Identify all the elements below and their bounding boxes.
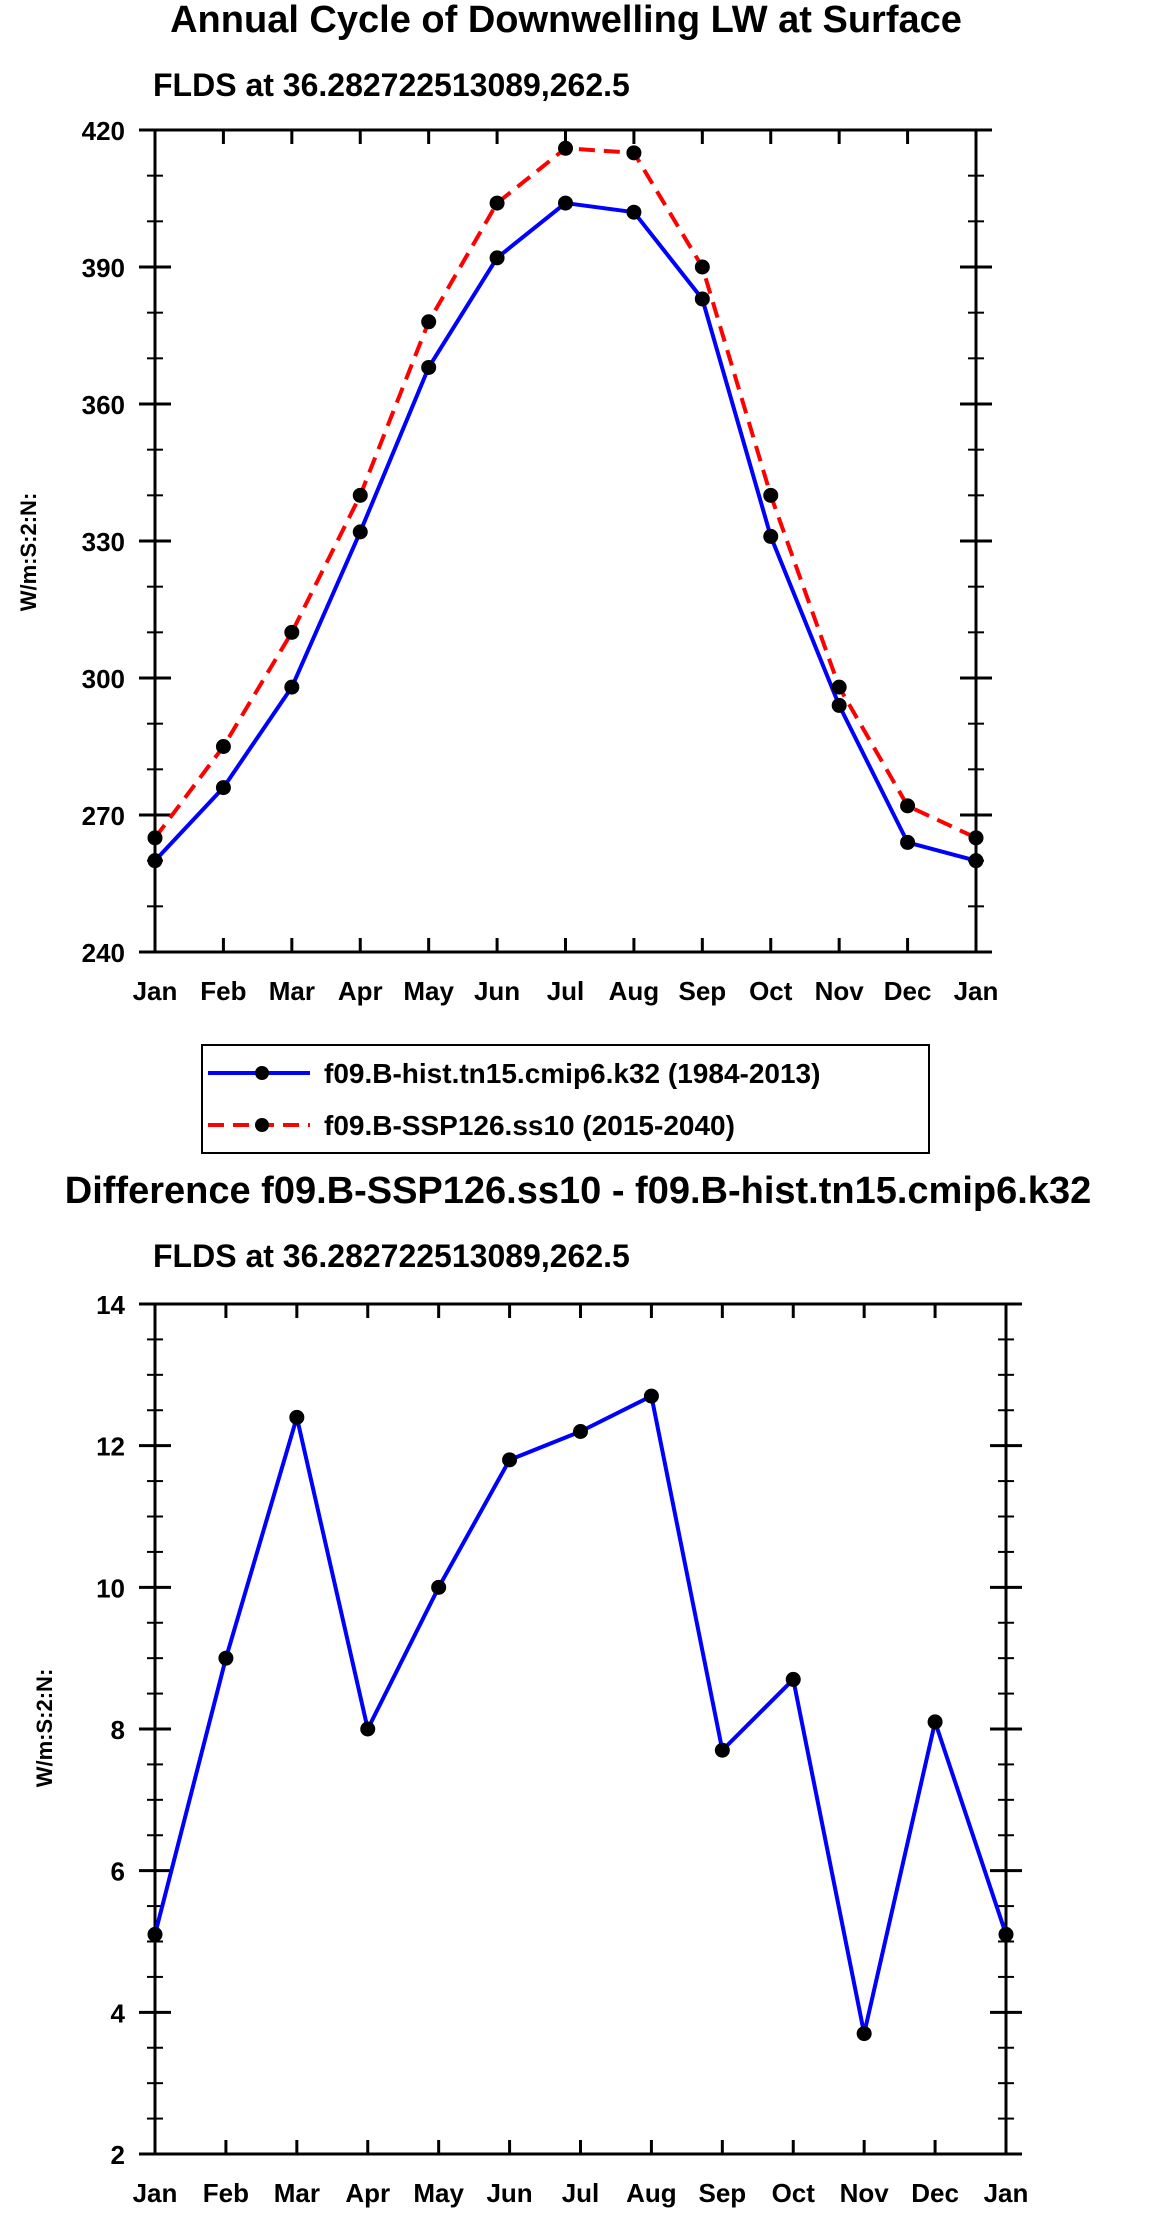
y-tick-label: 12 <box>96 1432 125 1462</box>
x-tick-label: Jan <box>133 976 178 1006</box>
series-line-0 <box>153 1394 1008 2036</box>
data-point <box>968 853 984 869</box>
data-point <box>763 487 779 503</box>
chart-subtitle: FLDS at 36.282722513089,262.5 <box>153 1238 630 1274</box>
x-tick-label: Dec <box>884 976 932 1006</box>
annual-cycle-panel: Annual Cycle of Downwelling LW at Surfac… <box>16 0 999 1154</box>
x-tick-label: Sep <box>698 2178 746 2208</box>
chart-title: Annual Cycle of Downwelling LW at Surfac… <box>170 0 962 41</box>
x-tick-label: Jul <box>562 2178 600 2208</box>
series-line-0 <box>153 201 977 863</box>
y-tick-label: 240 <box>82 938 125 968</box>
x-tick-label: Jul <box>547 976 585 1006</box>
data-point <box>900 834 916 850</box>
data-point <box>558 195 573 211</box>
y-tick-label: 2 <box>111 2140 125 2170</box>
y-tick-label: 6 <box>111 1857 125 1887</box>
x-tick-label: Dec <box>911 2178 959 2208</box>
data-point <box>558 140 573 156</box>
plot-frame <box>153 128 978 954</box>
legend-box <box>201 1044 930 1154</box>
data-point <box>352 487 368 503</box>
x-tick-label: Jun <box>486 2178 532 2208</box>
y-tick-label: 4 <box>111 1998 126 2028</box>
x-tick-label: Feb <box>203 2178 249 2208</box>
data-point <box>763 528 779 544</box>
x-tick-label: Oct <box>772 2178 816 2208</box>
data-point <box>215 780 231 796</box>
x-tick-label: Aug <box>609 976 660 1006</box>
data-point <box>360 1721 376 1737</box>
data-point <box>831 697 847 713</box>
data-point <box>694 259 710 275</box>
data-point <box>215 739 231 754</box>
chart-title: Difference f09.B-SSP126.ss10 - f09.B-his… <box>65 1170 1091 1212</box>
data-point <box>694 291 710 307</box>
data-point <box>998 1926 1014 1942</box>
x-tick-label: Jan <box>984 2178 1029 2208</box>
data-point <box>626 204 642 220</box>
data-point <box>573 1424 588 1439</box>
data-point <box>421 314 437 330</box>
y-tick-label: 300 <box>82 664 125 694</box>
chart-subtitle: FLDS at 36.282722513089,262.5 <box>153 67 630 103</box>
data-point <box>147 853 163 869</box>
legend-entry-hist: f09.B-hist.tn15.cmip6.k32 (1984-2013) <box>324 1058 820 1089</box>
data-point <box>431 1579 447 1595</box>
x-tick-label: Jan <box>133 2178 178 2208</box>
data-point <box>643 1388 659 1404</box>
legend-marker-ssp <box>255 1118 269 1132</box>
data-point <box>147 830 163 846</box>
data-point <box>968 830 984 846</box>
y-tick-label: 420 <box>82 116 125 146</box>
legend: f09.B-hist.tn15.cmip6.k32 (1984-2013) f0… <box>201 1044 930 1154</box>
x-tick-label: Nov <box>815 976 865 1006</box>
x-tick-label: Nov <box>840 2178 890 2208</box>
legend-entry-ssp: f09.B-SSP126.ss10 (2015-2040) <box>324 1110 735 1141</box>
x-tick-label: Mar <box>274 2178 320 2208</box>
data-point <box>831 679 847 695</box>
x-tick-label: Aug <box>626 2178 677 2208</box>
x-tick-label: Oct <box>749 976 793 1006</box>
x-tick-label: Apr <box>338 976 383 1006</box>
data-point <box>900 798 916 814</box>
data-point <box>856 2026 872 2042</box>
x-tick-label: Feb <box>200 976 246 1006</box>
x-tick-label: Sep <box>678 976 726 1006</box>
data-point <box>489 195 505 211</box>
data-point <box>421 359 437 375</box>
x-tick-label: May <box>403 976 454 1006</box>
legend-marker-hist <box>255 1066 269 1080</box>
data-point <box>284 624 300 640</box>
data-point <box>785 1671 801 1687</box>
data-point <box>284 679 300 695</box>
data-point <box>147 1926 163 1942</box>
x-tick-label: May <box>413 2178 464 2208</box>
x-tick-label: Jun <box>474 976 520 1006</box>
data-point <box>626 145 642 161</box>
y-axis-label: W/m:S:2:N: <box>32 1669 57 1788</box>
data-point <box>714 1742 730 1758</box>
y-axis-label: W/m:S:2:N: <box>16 493 41 612</box>
y-tick-label: 360 <box>82 390 125 420</box>
data-point <box>502 1452 518 1468</box>
data-point <box>289 1409 305 1425</box>
y-tick-label: 390 <box>82 253 125 283</box>
data-point <box>927 1714 943 1730</box>
difference-panel: Difference f09.B-SSP126.ss10 - f09.B-his… <box>32 1170 1091 2208</box>
data-point <box>489 250 505 266</box>
y-tick-label: 14 <box>96 1290 125 1320</box>
x-tick-label: Mar <box>269 976 315 1006</box>
y-tick-label: 8 <box>111 1715 125 1745</box>
y-tick-label: 10 <box>96 1573 125 1603</box>
y-tick-label: 330 <box>82 527 125 557</box>
data-point <box>218 1650 234 1666</box>
y-tick-label: 270 <box>82 801 125 831</box>
x-tick-label: Jan <box>954 976 999 1006</box>
data-point <box>352 524 368 540</box>
x-tick-label: Apr <box>345 2178 390 2208</box>
